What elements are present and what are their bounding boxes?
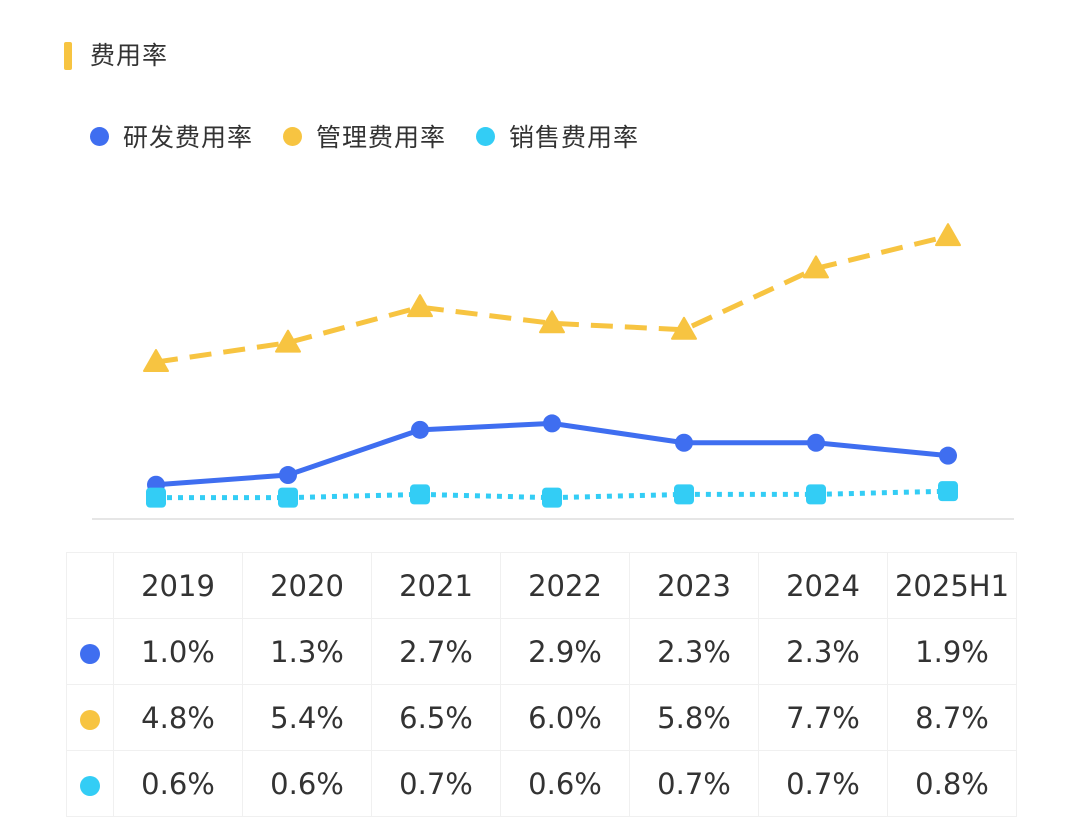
table-row: 4.8% 5.4% 6.5% 6.0% 5.8% 7.7% 8.7% <box>66 684 1017 751</box>
title-accent-bar <box>64 42 72 70</box>
data-point-2021 <box>411 420 429 439</box>
table-cell: 0.6% <box>113 750 243 817</box>
data-point-2025H1 <box>935 223 961 247</box>
data-point-2023 <box>674 484 694 505</box>
table-cell: 2.3% <box>629 618 759 685</box>
data-point-2020 <box>279 466 297 485</box>
data-point-2025H1 <box>939 446 957 465</box>
legend-dot-icon <box>476 126 496 146</box>
data-point-2024 <box>807 433 825 452</box>
table-cell: 2.7% <box>371 618 501 685</box>
data-point-2022 <box>543 414 561 433</box>
data-point-2023 <box>675 433 693 452</box>
series-line-rd <box>155 420 949 488</box>
table-cell: 6.5% <box>371 684 501 751</box>
table-cell: 0.6% <box>500 750 630 817</box>
table-cell: 8.7% <box>887 684 1017 751</box>
data-point-2021 <box>410 484 430 505</box>
legend-dot-icon <box>90 126 109 146</box>
table-cell: 0.8% <box>887 750 1017 817</box>
header-cell: 2023 <box>629 552 759 619</box>
legend-item-admin[interactable]: 管理费用率 <box>283 118 446 154</box>
data-point-2020 <box>278 487 298 508</box>
legend-label: 管理费用率 <box>316 123 447 152</box>
series-dot-icon <box>80 775 100 796</box>
data-point-2019 <box>143 349 169 373</box>
series-dot-icon <box>80 643 100 664</box>
table-cell: 1.9% <box>887 618 1017 685</box>
table-row: 1.0% 1.3% 2.7% 2.9% 2.3% 2.3% 1.9% <box>66 618 1017 685</box>
header-cell: 2019 <box>113 552 243 619</box>
header-cell: 2025H1 <box>887 552 1017 619</box>
data-point-2021 <box>407 294 433 318</box>
legend: 研发费用率 管理费用率 销售费用率 <box>90 118 669 154</box>
header-cell: 2022 <box>500 552 630 619</box>
data-point-2023 <box>671 316 697 340</box>
table-row: 0.6% 0.6% 0.7% 0.6% 0.7% 0.7% 0.8% <box>66 750 1017 817</box>
chart-title: 费用率 <box>90 41 169 70</box>
table-cell: 6.0% <box>500 684 630 751</box>
table-cell: 5.4% <box>242 684 372 751</box>
series-dot-icon <box>80 709 100 730</box>
data-point-2024 <box>803 255 829 279</box>
data-point-2022 <box>539 310 565 334</box>
header-cell: 2020 <box>242 552 372 619</box>
row-marker-cell <box>66 618 114 685</box>
table-cell: 0.7% <box>758 750 888 817</box>
legend-item-rd[interactable]: 研发费用率 <box>90 118 253 154</box>
header-cell: 2021 <box>371 552 501 619</box>
header-cell: 2024 <box>758 552 888 619</box>
legend-item-sales[interactable]: 销售费用率 <box>476 118 639 154</box>
data-point-2019 <box>146 487 166 508</box>
series-line-admin <box>155 233 949 365</box>
data-point-2025H1 <box>938 481 958 502</box>
data-point-2020 <box>275 329 301 353</box>
table-cell: 4.8% <box>113 684 243 751</box>
data-table: 2019 2020 2021 2022 2023 2024 2025H1 1.0… <box>66 552 1017 817</box>
table-cell: 5.8% <box>629 684 759 751</box>
table-cell: 1.3% <box>242 618 372 685</box>
legend-label: 研发费用率 <box>123 123 254 152</box>
legend-dot-icon <box>283 126 303 146</box>
line-chart <box>92 223 1014 520</box>
data-point-2022 <box>542 487 562 508</box>
table-cell: 7.7% <box>758 684 888 751</box>
row-marker-cell <box>66 750 114 817</box>
table-cell: 1.0% <box>113 618 243 685</box>
table-cell: 0.7% <box>371 750 501 817</box>
table-cell: 0.6% <box>242 750 372 817</box>
legend-label: 销售费用率 <box>509 123 640 152</box>
data-point-2024 <box>806 484 826 505</box>
table-cell: 2.3% <box>758 618 888 685</box>
row-marker-cell <box>66 684 114 751</box>
header-corner-cell <box>66 552 114 619</box>
table-header-row: 2019 2020 2021 2022 2023 2024 2025H1 <box>66 552 1017 619</box>
table-cell: 0.7% <box>629 750 759 817</box>
table-cell: 2.9% <box>500 618 630 685</box>
